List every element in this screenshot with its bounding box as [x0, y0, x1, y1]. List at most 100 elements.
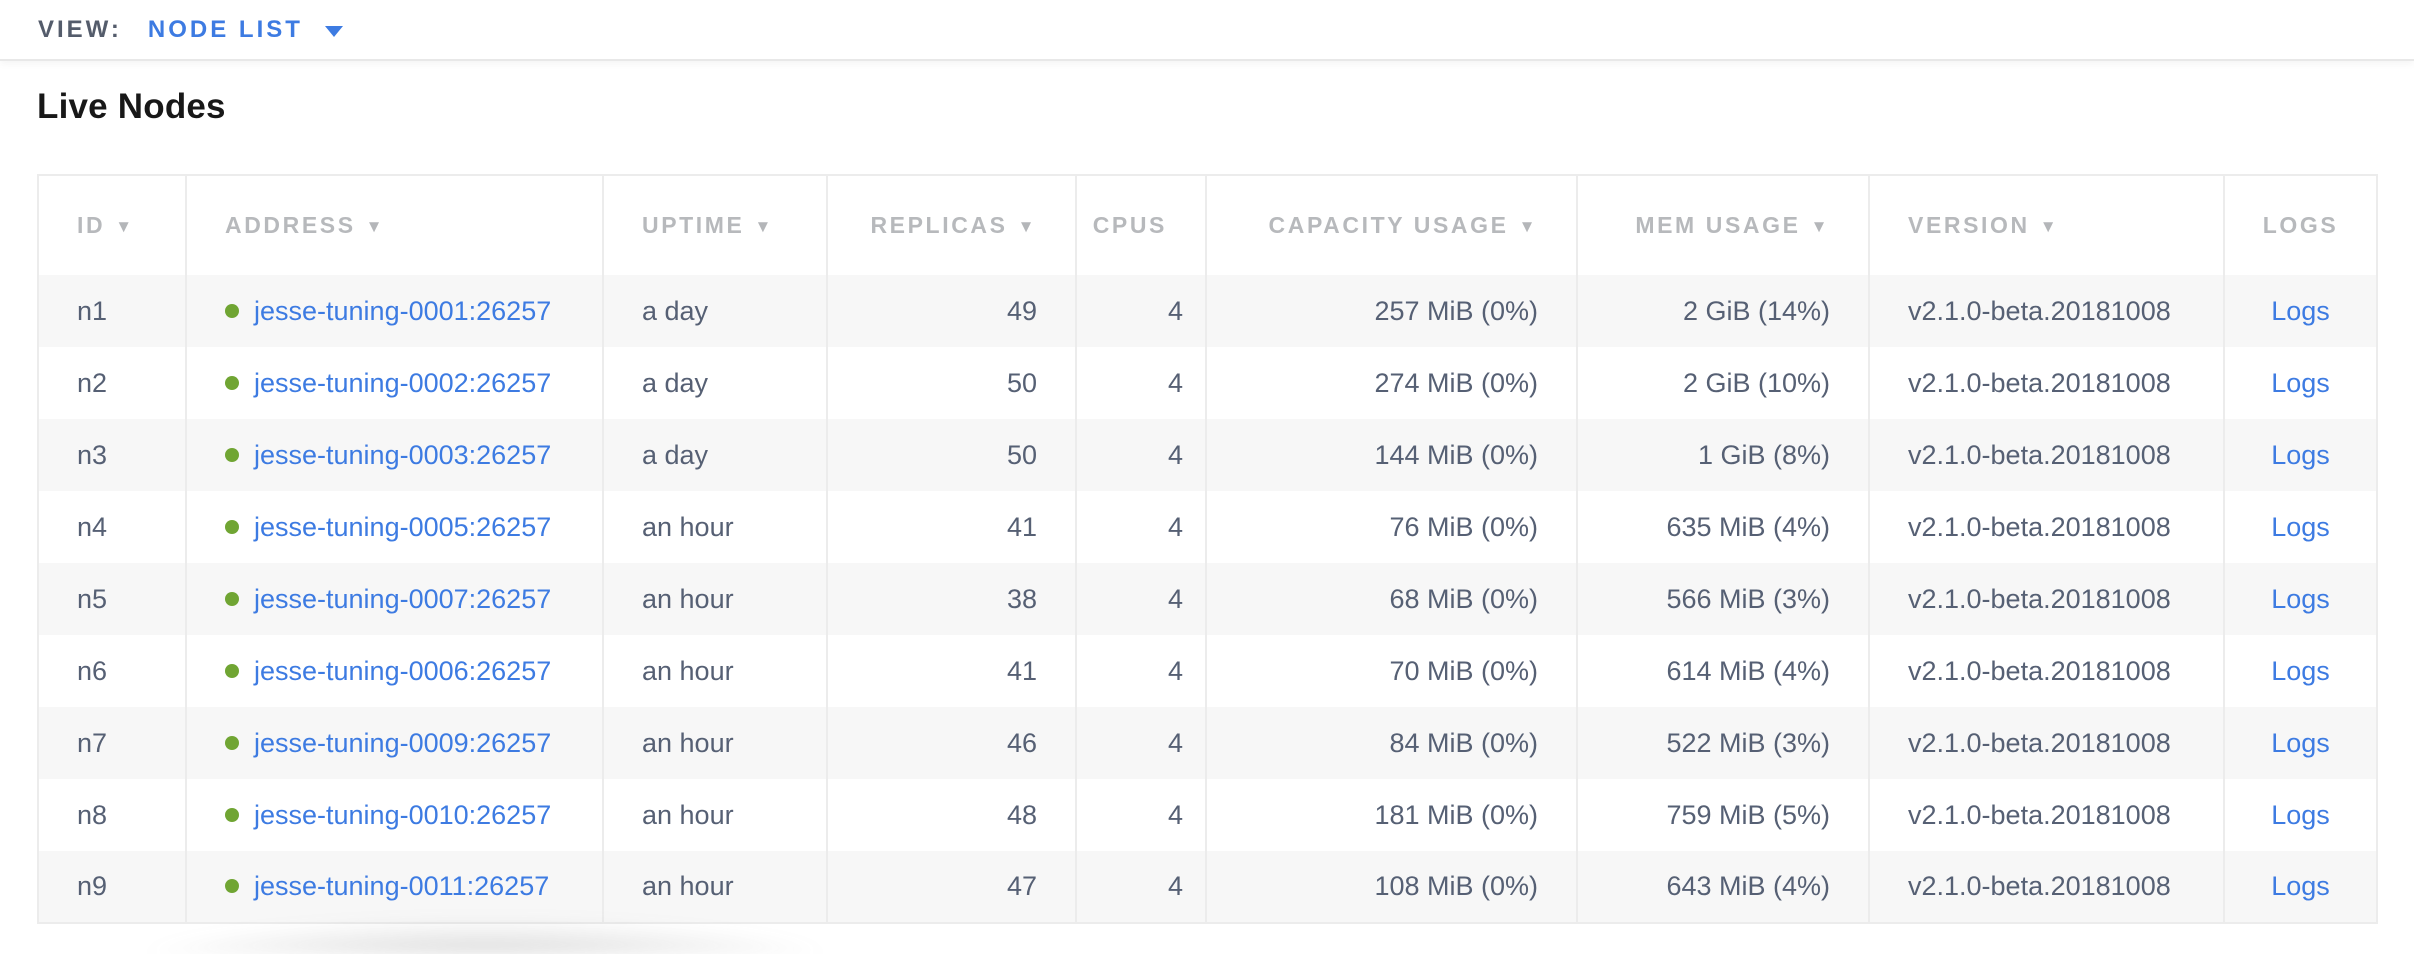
- column-label: MEM USAGE: [1635, 212, 1801, 238]
- column-header-version[interactable]: VERSION ▼: [1869, 175, 2225, 275]
- cell-id: n4: [38, 491, 187, 563]
- cell-address: jesse-tuning-0011:26257: [186, 851, 604, 923]
- cell-text: 38: [1006, 583, 1037, 614]
- cell-text: 50: [1006, 367, 1037, 398]
- address-link[interactable]: jesse-tuning-0007:26257: [254, 583, 552, 614]
- cell-text: 181 MiB (0%): [1374, 799, 1538, 830]
- cell-text: v2.1.0-beta.20181008: [1908, 871, 2171, 901]
- node-healthy-dot-icon: [225, 879, 239, 893]
- cell-text: 46: [1006, 727, 1037, 758]
- cell-text: n7: [77, 727, 108, 758]
- column-header-replicas[interactable]: REPLICAS ▼: [827, 175, 1077, 275]
- cell-uptime: an hour: [603, 779, 828, 851]
- cell-id: n5: [38, 563, 187, 635]
- cell-mem: 614 MiB (4%): [1577, 635, 1870, 707]
- logs-link[interactable]: Logs: [2271, 655, 2330, 686]
- column-header-mem[interactable]: MEM USAGE ▼: [1577, 175, 1870, 275]
- cell-text: n8: [77, 799, 108, 830]
- cell-replicas: 50: [827, 419, 1077, 491]
- address-link[interactable]: jesse-tuning-0006:26257: [254, 655, 552, 686]
- cell-text: 643 MiB (4%): [1666, 871, 1830, 901]
- address-link[interactable]: jesse-tuning-0001:26257: [254, 295, 552, 326]
- address-link[interactable]: jesse-tuning-0011:26257: [254, 871, 550, 901]
- cell-id: n3: [38, 419, 187, 491]
- cell-uptime: an hour: [603, 635, 828, 707]
- logs-link[interactable]: Logs: [2271, 295, 2330, 326]
- logs-link[interactable]: Logs: [2271, 367, 2330, 398]
- cell-text: 635 MiB (4%): [1666, 511, 1830, 542]
- column-header-cpus: CPUS: [1076, 175, 1207, 275]
- sort-desc-icon: ▼: [115, 217, 135, 236]
- column-header-address[interactable]: ADDRESS ▼: [186, 175, 604, 275]
- logs-link[interactable]: Logs: [2271, 439, 2330, 470]
- sort-desc-icon: ▼: [1810, 217, 1830, 236]
- cell-cpus: 4: [1076, 851, 1207, 923]
- cell-replicas: 46: [827, 707, 1077, 779]
- cell-text: 4: [1167, 367, 1183, 398]
- cell-text: v2.1.0-beta.20181008: [1908, 511, 2171, 542]
- address-link[interactable]: jesse-tuning-0010:26257: [254, 799, 552, 830]
- address-link[interactable]: jesse-tuning-0009:26257: [254, 727, 552, 758]
- cell-text: 274 MiB (0%): [1374, 367, 1538, 398]
- node-row-n8: n8 jesse-tuning-0010:26257 an hour 48 4 181 M…: [38, 779, 2377, 851]
- column-label: UPTIME: [642, 212, 745, 238]
- cell-replicas: 48: [827, 779, 1077, 851]
- address-link[interactable]: jesse-tuning-0005:26257: [254, 511, 552, 542]
- cell-uptime: an hour: [603, 491, 828, 563]
- sort-desc-icon: ▼: [1518, 217, 1538, 236]
- logs-link[interactable]: Logs: [2271, 727, 2330, 758]
- cell-text: an hour: [642, 727, 734, 758]
- cell-text: v2.1.0-beta.20181008: [1908, 367, 2171, 398]
- cell-cpus: 4: [1076, 275, 1207, 347]
- column-label: VERSION: [1908, 212, 2030, 238]
- cell-capacity: 274 MiB (0%): [1206, 347, 1578, 419]
- column-label: CAPACITY USAGE: [1268, 212, 1509, 238]
- cell-text: 4: [1167, 727, 1183, 758]
- logs-link[interactable]: Logs: [2271, 799, 2330, 830]
- cell-cpus: 4: [1076, 563, 1207, 635]
- logs-link[interactable]: Logs: [2271, 871, 2330, 901]
- cell-text: 76 MiB (0%): [1389, 511, 1538, 542]
- cell-text: 4: [1167, 655, 1183, 686]
- view-selector-dropdown[interactable]: NODE LIST: [148, 16, 343, 44]
- cell-logs: Logs: [2224, 347, 2377, 419]
- cell-cpus: 4: [1076, 347, 1207, 419]
- cell-text: a day: [642, 295, 709, 326]
- cell-text: 4: [1167, 799, 1183, 830]
- node-healthy-dot-icon: [225, 735, 239, 750]
- cell-mem: 522 MiB (3%): [1577, 707, 1870, 779]
- logs-link[interactable]: Logs: [2271, 583, 2330, 614]
- column-header-id[interactable]: ID ▼: [38, 175, 187, 275]
- node-row-n2: n2 jesse-tuning-0002:26257 a day 50 4 274 MiB…: [38, 347, 2377, 419]
- cell-text: v2.1.0-beta.20181008: [1908, 799, 2171, 830]
- logs-link[interactable]: Logs: [2271, 511, 2330, 542]
- cell-version: v2.1.0-beta.20181008: [1869, 707, 2225, 779]
- cell-version: v2.1.0-beta.20181008: [1869, 491, 2225, 563]
- table-header-row: ID ▼ ADDRESS ▼ UPTIME ▼ REPLICAS ▼ CPUS CAPACITY …: [38, 175, 2377, 275]
- cell-capacity: 181 MiB (0%): [1206, 779, 1578, 851]
- cell-id: n2: [38, 347, 187, 419]
- cell-capacity: 108 MiB (0%): [1206, 851, 1578, 923]
- cell-capacity: 70 MiB (0%): [1206, 635, 1578, 707]
- cell-address: jesse-tuning-0007:26257: [186, 563, 604, 635]
- cell-capacity: 68 MiB (0%): [1206, 563, 1578, 635]
- column-label: ADDRESS: [225, 212, 356, 238]
- cell-text: v2.1.0-beta.20181008: [1908, 439, 2171, 470]
- cell-cpus: 4: [1076, 707, 1207, 779]
- cell-text: 4: [1167, 871, 1183, 901]
- cell-address: jesse-tuning-0005:26257: [186, 491, 604, 563]
- cell-cpus: 4: [1076, 491, 1207, 563]
- sort-desc-icon: ▼: [1017, 217, 1037, 236]
- node-healthy-dot-icon: [225, 663, 239, 678]
- node-healthy-dot-icon: [225, 447, 239, 462]
- cell-replicas: 38: [827, 563, 1077, 635]
- cell-text: n1: [77, 295, 108, 326]
- column-header-capacity[interactable]: CAPACITY USAGE ▼: [1206, 175, 1578, 275]
- cell-version: v2.1.0-beta.20181008: [1869, 563, 2225, 635]
- cell-uptime: a day: [603, 419, 828, 491]
- cell-logs: Logs: [2224, 707, 2377, 779]
- address-link[interactable]: jesse-tuning-0003:26257: [254, 439, 552, 470]
- address-link[interactable]: jesse-tuning-0002:26257: [254, 367, 552, 398]
- cell-capacity: 144 MiB (0%): [1206, 419, 1578, 491]
- column-header-uptime[interactable]: UPTIME ▼: [603, 175, 828, 275]
